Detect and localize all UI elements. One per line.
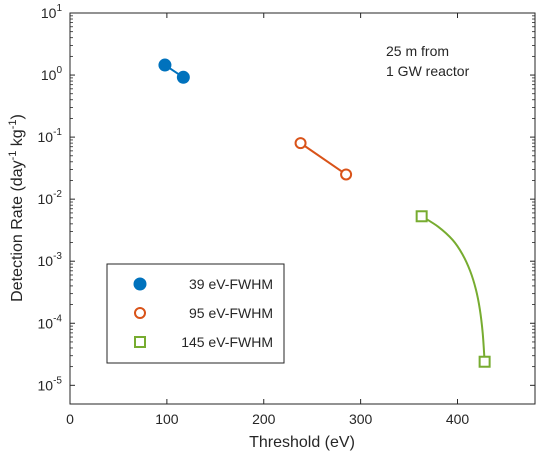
y-tick-label: 100 — [41, 65, 63, 83]
annotation-line-2: 1 GW reactor — [386, 63, 470, 79]
x-tick-label: 100 — [155, 411, 179, 427]
annotation: 25 m from 1 GW reactor — [386, 43, 470, 79]
series-line-3 — [421, 215, 486, 362]
legend-label-2: 95 eV-FWHM — [189, 305, 273, 321]
y-tick-label: 10-5 — [38, 375, 63, 393]
series-1-point — [176, 70, 190, 84]
y-axis-label: Detection Rate (day-1 kg-1) — [7, 114, 26, 302]
series-3-point — [478, 355, 491, 368]
series-2-point — [340, 168, 353, 181]
x-tick-label: 300 — [349, 411, 373, 427]
x-axis-ticks: 0 100 200 300 400 — [66, 13, 469, 427]
series-2-point — [294, 137, 307, 150]
y-tick-label: 10-2 — [38, 189, 63, 207]
y-tick-label: 10-3 — [38, 251, 63, 269]
legend-marker-1 — [133, 277, 147, 291]
series-1-point — [158, 58, 172, 72]
legend-marker-3 — [134, 336, 146, 348]
x-tick-label: 0 — [66, 411, 74, 427]
legend-label-3: 145 eV-FWHM — [181, 334, 273, 350]
y-tick-label: 10-4 — [38, 313, 63, 331]
series-layer — [158, 58, 491, 368]
legend-marker-2 — [134, 307, 146, 319]
legend: 39 eV-FWHM 95 eV-FWHM 145 eV-FWHM — [106, 263, 285, 364]
y-tick-label: 10-1 — [38, 127, 63, 145]
series-3-point — [415, 210, 428, 223]
series-line-2 — [299, 142, 347, 176]
y-axis-ticks: 10-5 10-4 10-3 10-2 10-1 100 101 — [38, 3, 535, 393]
x-tick-label: 400 — [446, 411, 470, 427]
x-tick-label: 200 — [252, 411, 276, 427]
legend-label-1: 39 eV-FWHM — [189, 276, 273, 292]
x-axis-label: Threshold (eV) — [249, 434, 355, 451]
y-tick-label: 101 — [41, 3, 63, 21]
annotation-line-1: 25 m from — [386, 43, 449, 59]
